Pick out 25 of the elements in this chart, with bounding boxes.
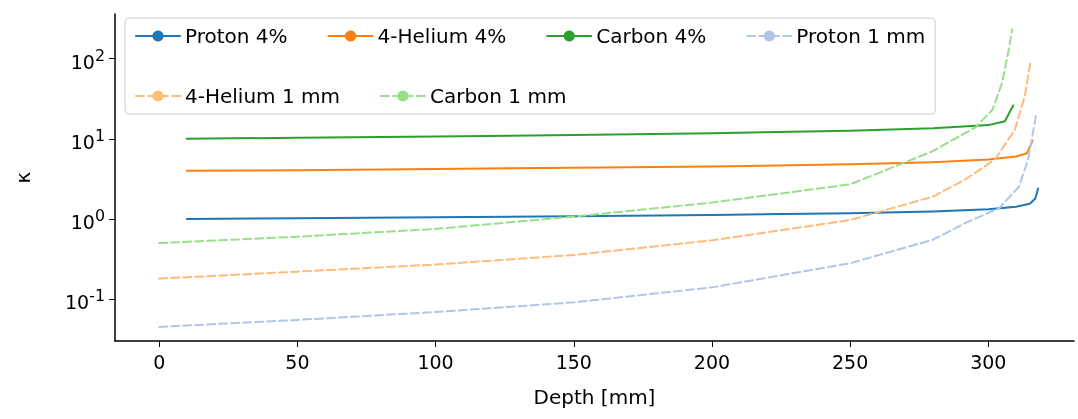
- line-series: [158, 113, 1038, 328]
- y-tick-label: 10$^{1}$: [70, 125, 105, 153]
- x-tick-label: 150: [555, 351, 592, 373]
- legend-label: Proton 1 mm: [796, 24, 926, 48]
- legend-label: Carbon 1 mm: [429, 84, 567, 108]
- y-axis-title: κ: [11, 171, 35, 184]
- line-series: [185, 187, 1040, 220]
- x-tick-label: 250: [832, 351, 869, 373]
- x-axis-title: Depth [mm]: [533, 385, 656, 409]
- y-tick-label: 10$^{2}$: [70, 44, 105, 73]
- line-series: [185, 104, 1015, 140]
- legend-label: 4-Helium 1 mm: [185, 84, 340, 108]
- line-series: [185, 139, 1034, 172]
- x-tick-label: 50: [285, 351, 310, 373]
- x-tick-label: 200: [693, 351, 731, 373]
- legend-label: 4-Helium 4%: [377, 24, 507, 48]
- y-tick-label: 10$^{-1}$: [65, 285, 105, 313]
- line-series: [158, 28, 1014, 245]
- line-series: [158, 61, 1032, 280]
- x-tick-label: 300: [970, 351, 1007, 373]
- legend-label: Carbon 4%: [596, 24, 707, 48]
- x-tick-label: 0: [153, 351, 166, 373]
- legend-label: Proton 4%: [185, 24, 288, 48]
- y-tick-label: 10$^{0}$: [70, 205, 105, 233]
- x-tick-label: 100: [417, 351, 454, 373]
